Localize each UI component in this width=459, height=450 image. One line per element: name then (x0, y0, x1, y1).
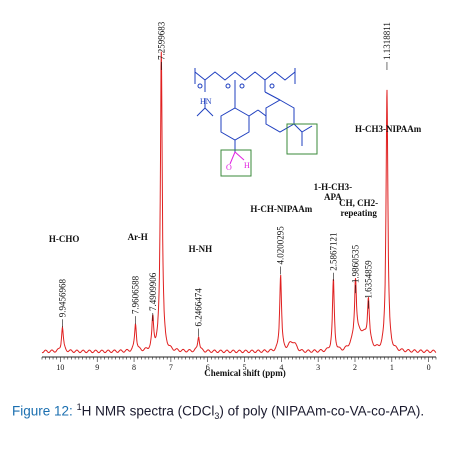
ketone-box (286, 123, 318, 155)
x-tick-label: 3 (316, 363, 320, 372)
caption-superscript: 1 (76, 402, 82, 412)
caption-subscript: 3 (214, 411, 220, 422)
x-axis-label: Chemical shift (ppm) (204, 368, 286, 378)
x-tick-label: 10 (56, 363, 64, 372)
peak-label: 7.2599683 (156, 21, 166, 60)
peak-markers: 9.9456968 7.9606588 7.4909906 7.2599683 6.24… (57, 21, 392, 337)
nmr-spectrum-line (41, 51, 437, 354)
figure-number: Figure 12: (12, 403, 73, 419)
aldehyde-box (220, 149, 252, 177)
assignment-label: H-CH-NIPAAm (250, 204, 312, 214)
peak-marker: 1.1318811 (382, 22, 392, 70)
peak-marker: 2.5867121 (328, 232, 338, 281)
peak-label: 2.5867121 (328, 232, 338, 270)
x-axis: 10 9 8 7 6 5 4 3 2 1 0 (41, 356, 437, 372)
peak-marker: 9.9456968 (57, 278, 67, 328)
chemical-structure (194, 68, 313, 152)
peak-marker: 4.0200295 (276, 226, 286, 275)
x-tick-label: 8 (132, 363, 136, 372)
nh-label: HN (200, 97, 212, 106)
peak-label: 7.4909906 (148, 272, 158, 311)
peak-label: 7.9606588 (131, 275, 141, 314)
peak-label: 1.6354859 (363, 260, 373, 299)
peak-label: 9.9456968 (57, 278, 67, 317)
peak-marker: 7.4909906 (148, 272, 158, 321)
x-tick-label: 7 (169, 363, 173, 372)
x-tick-label: 2 (353, 363, 357, 372)
assignment-label: repeating (341, 208, 378, 218)
x-tick-label: 5 (243, 363, 247, 372)
peak-marker: 6.2466474 (194, 288, 204, 337)
aldehyde-o-label: O (226, 163, 232, 172)
apa-ring (265, 99, 295, 133)
assignment-label: CH, CH2- (339, 198, 378, 208)
assignment-label: 1-H-CH3- (314, 182, 353, 192)
figure-caption: Figure 12: 1H NMR spectra (CDCl3) of pol… (12, 398, 452, 426)
vanillin-ring (220, 107, 250, 141)
assignment-label: H-CHO (49, 234, 80, 244)
assignment-label: H-CH3-NIPAAm (355, 124, 422, 134)
caption-text-1: H NMR spectra (CDCl (81, 403, 215, 419)
caption-text-2: ) of poly (NIPAAm-co-VA-co-APA). (219, 403, 425, 419)
peak-marker: 7.9606588 (131, 275, 141, 325)
x-tick-label: 9 (95, 363, 99, 372)
polymer-backbone (194, 71, 296, 81)
peak-label: 1.9860535 (351, 244, 361, 283)
x-tick-label: 0 (427, 363, 431, 372)
peak-label: 4.0200295 (276, 226, 286, 265)
x-tick-label: 6 (206, 363, 210, 372)
x-tick-label: 4 (279, 363, 283, 372)
assignment-label: APA (324, 192, 342, 202)
peak-marker: 7.2599683 (156, 21, 166, 70)
peak-marker: 1.6354859 (363, 260, 373, 309)
x-tick-label: 1 (390, 363, 394, 372)
peak-marker: 1.9860535 (351, 244, 361, 294)
aldehyde-h-label: H (244, 161, 250, 170)
peak-label: 6.2466474 (194, 288, 204, 327)
assignment-label: Ar-H (128, 232, 148, 242)
assignment-label: H-NH (189, 244, 213, 254)
peak-label: 1.1318811 (382, 22, 392, 60)
